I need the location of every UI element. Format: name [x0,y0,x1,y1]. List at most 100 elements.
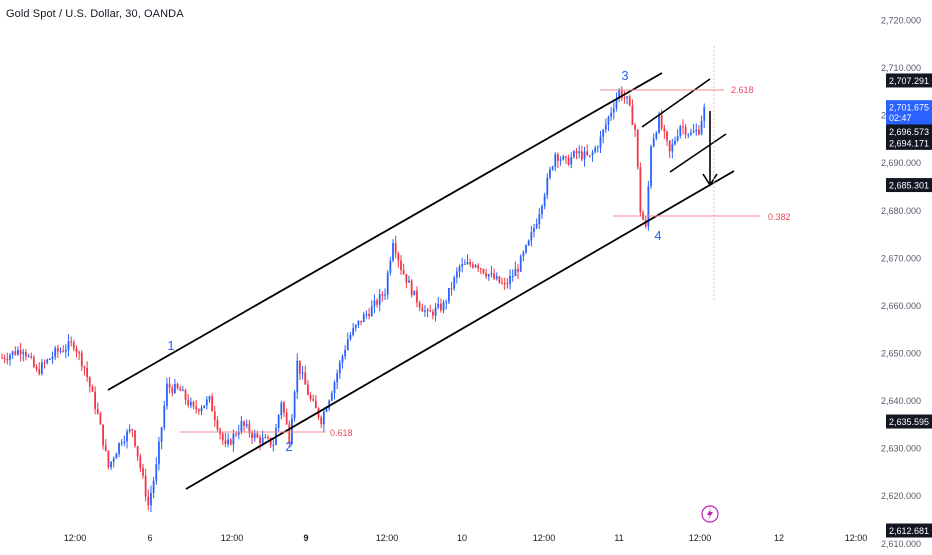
candle-body [495,276,498,279]
candle-body [168,383,171,388]
candle-body [245,424,248,426]
candle-body [573,151,575,158]
candle-body [666,131,668,141]
candle-body [174,384,176,393]
candle-body [184,390,187,400]
candle-body [429,310,432,312]
candle-body [402,270,405,275]
candle-body [386,272,389,295]
candle-body [461,263,464,267]
candle-body [120,442,123,444]
candle-body [147,496,150,506]
arrow-down-icon [702,173,718,187]
candle-body [301,372,304,374]
candle-body [59,350,62,352]
candle-body [413,290,416,296]
x-tick-label: 12:00 [221,533,244,543]
price-label: 2,707.291 [889,76,929,86]
candle-body [482,269,485,274]
candle-body [676,135,679,141]
candle-body [200,407,203,412]
candle-body [628,96,631,106]
candle-body [41,362,43,374]
candle-body [179,388,182,391]
candle-body [197,409,200,412]
candle-body [410,280,413,296]
x-tick-label: 6 [147,533,152,543]
candle-body [458,266,461,272]
x-tick-label: 11 [614,533,623,543]
candle-body [639,167,642,213]
candle-body [674,140,676,145]
price-label-bg [886,73,932,88]
price-label-bg [886,178,932,193]
candle-body [517,269,519,272]
price-label-countdown: 02:47 [889,113,912,123]
candle-body [594,147,597,153]
y-tick-label: 2,660.000 [881,301,921,311]
candle-body [187,399,190,406]
price-label: 2,612.681 [889,526,929,536]
lightning-icon[interactable] [701,505,719,523]
candle-body [136,446,139,457]
candle-body [205,399,208,406]
candle-body [514,269,517,277]
x-tick-label: 12:00 [689,533,712,543]
candle-body [466,261,469,264]
candle-body [687,134,690,136]
candle-body [445,301,448,303]
candle-body [658,115,660,133]
candle-body [437,303,440,308]
candle-body [78,352,81,354]
y-tick-label: 2,620.000 [881,491,921,501]
candle-body [479,268,482,270]
candle-body [221,433,224,441]
wave-label: 4 [654,228,661,243]
candle-body [328,400,331,409]
candle-body [312,399,315,401]
candle-body [102,424,104,446]
candle-body [612,108,615,113]
candle-body [690,132,692,135]
candle-body [349,334,352,340]
price-label-bg [886,135,932,150]
candle-body [424,310,426,312]
candle-body [376,300,378,305]
price-label: 2,685.301 [889,181,929,191]
candle-body [203,405,206,408]
candle-body [543,195,546,206]
candle-body [432,311,434,316]
candle-body [506,283,509,285]
x-tick-label: 12:00 [845,533,868,543]
candle-body [588,155,591,157]
wave-label: 3 [621,68,628,83]
candle-body [314,400,317,409]
candle-body [527,240,530,246]
candle-body [330,393,333,401]
candle-body [72,342,75,349]
candle-body [293,392,296,419]
candle-body [394,243,397,254]
y-tick-label: 2,650.000 [881,348,921,358]
candle-body [493,273,495,279]
candle-body [615,98,618,109]
candle-body [243,421,245,426]
candle-body [554,154,557,167]
candle-body [166,383,168,406]
candle-body [631,105,634,125]
candle-body [283,402,285,413]
candle-body [195,406,198,410]
candle-body [19,349,22,355]
candle-body [181,390,184,392]
candle-body [400,260,402,271]
candle-body [22,352,25,355]
candle-body [647,186,650,227]
candle-body [535,224,538,229]
candle-body [455,271,458,278]
candle-body [104,445,107,451]
candle-body [99,413,102,425]
candle-body [365,314,368,316]
candle-body [67,341,70,350]
candle-body [269,437,272,446]
candle-body [17,349,19,355]
